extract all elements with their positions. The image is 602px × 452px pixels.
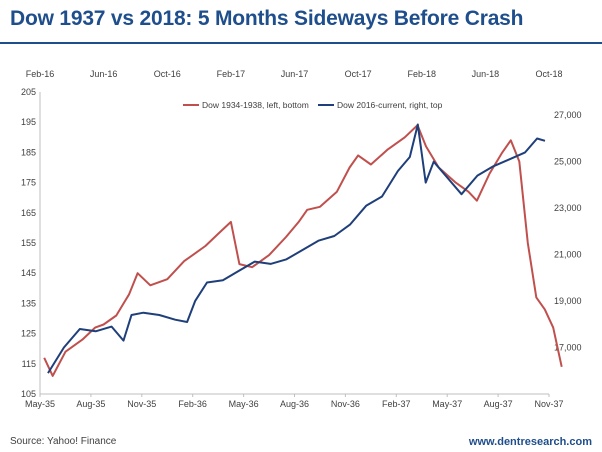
left-tick-label: 195 <box>21 117 36 127</box>
legend-entry: Dow 2016-current, right, top <box>337 100 443 110</box>
right-tick-label: 19,000 <box>554 296 582 306</box>
top-tick-label: Feb-18 <box>407 69 436 79</box>
title-underline <box>0 42 602 44</box>
left-tick-label: 175 <box>21 178 36 188</box>
bottom-tick-label: May-36 <box>229 399 259 409</box>
right-tick-label: 23,000 <box>554 203 582 213</box>
left-tick-label: 165 <box>21 208 36 218</box>
left-tick-label: 105 <box>21 389 36 399</box>
left-tick-label: 145 <box>21 268 36 278</box>
bottom-tick-label: May-37 <box>432 399 462 409</box>
top-tick-label: Feb-16 <box>26 69 55 79</box>
bottom-tick-label: Nov-35 <box>127 399 156 409</box>
bottom-tick-label: Aug-36 <box>280 399 309 409</box>
left-tick-label: 115 <box>22 359 36 369</box>
left-tick-label: 125 <box>21 329 36 339</box>
legend-entry: Dow 1934-1938, left, bottom <box>202 100 309 110</box>
left-tick-label: 185 <box>21 147 36 157</box>
top-tick-label: Feb-17 <box>217 69 246 79</box>
right-tick-label: 27,000 <box>554 110 582 120</box>
top-tick-label: Oct-18 <box>535 69 562 79</box>
right-tick-label: 17,000 <box>554 343 582 353</box>
left-tick-label: 135 <box>21 298 36 308</box>
series-line-dow-2016-current <box>47 123 546 374</box>
top-tick-label: Oct-17 <box>345 69 372 79</box>
top-tick-label: Jun-18 <box>472 69 500 79</box>
bottom-tick-label: Nov-37 <box>534 399 563 409</box>
website-link[interactable]: www.dentresearch.com <box>468 436 592 448</box>
bottom-tick-label: Feb-36 <box>178 399 207 409</box>
right-tick-label: 25,000 <box>554 157 582 167</box>
top-tick-label: Jun-16 <box>90 69 118 79</box>
source-note: Source: Yahoo! Finance <box>10 436 117 447</box>
left-tick-label: 155 <box>21 238 36 248</box>
top-tick-label: Jun-17 <box>281 69 309 79</box>
chart-title: Dow 1937 vs 2018: 5 Months Sideways Befo… <box>10 7 524 30</box>
bottom-tick-label: May-35 <box>25 399 55 409</box>
series-line-dow-1934-1938 <box>43 124 563 377</box>
bottom-tick-label: Feb-37 <box>382 399 411 409</box>
left-tick-label: 205 <box>21 87 36 97</box>
bottom-tick-label: Aug-37 <box>484 399 513 409</box>
right-tick-label: 21,000 <box>554 250 582 260</box>
bottom-tick-label: Aug-35 <box>76 399 105 409</box>
bottom-tick-label: Nov-36 <box>331 399 360 409</box>
line-chart: 105 115 125 135 145 155 165 175 185 195 205 17,000 1… <box>21 69 582 409</box>
top-tick-label: Oct-16 <box>154 69 181 79</box>
